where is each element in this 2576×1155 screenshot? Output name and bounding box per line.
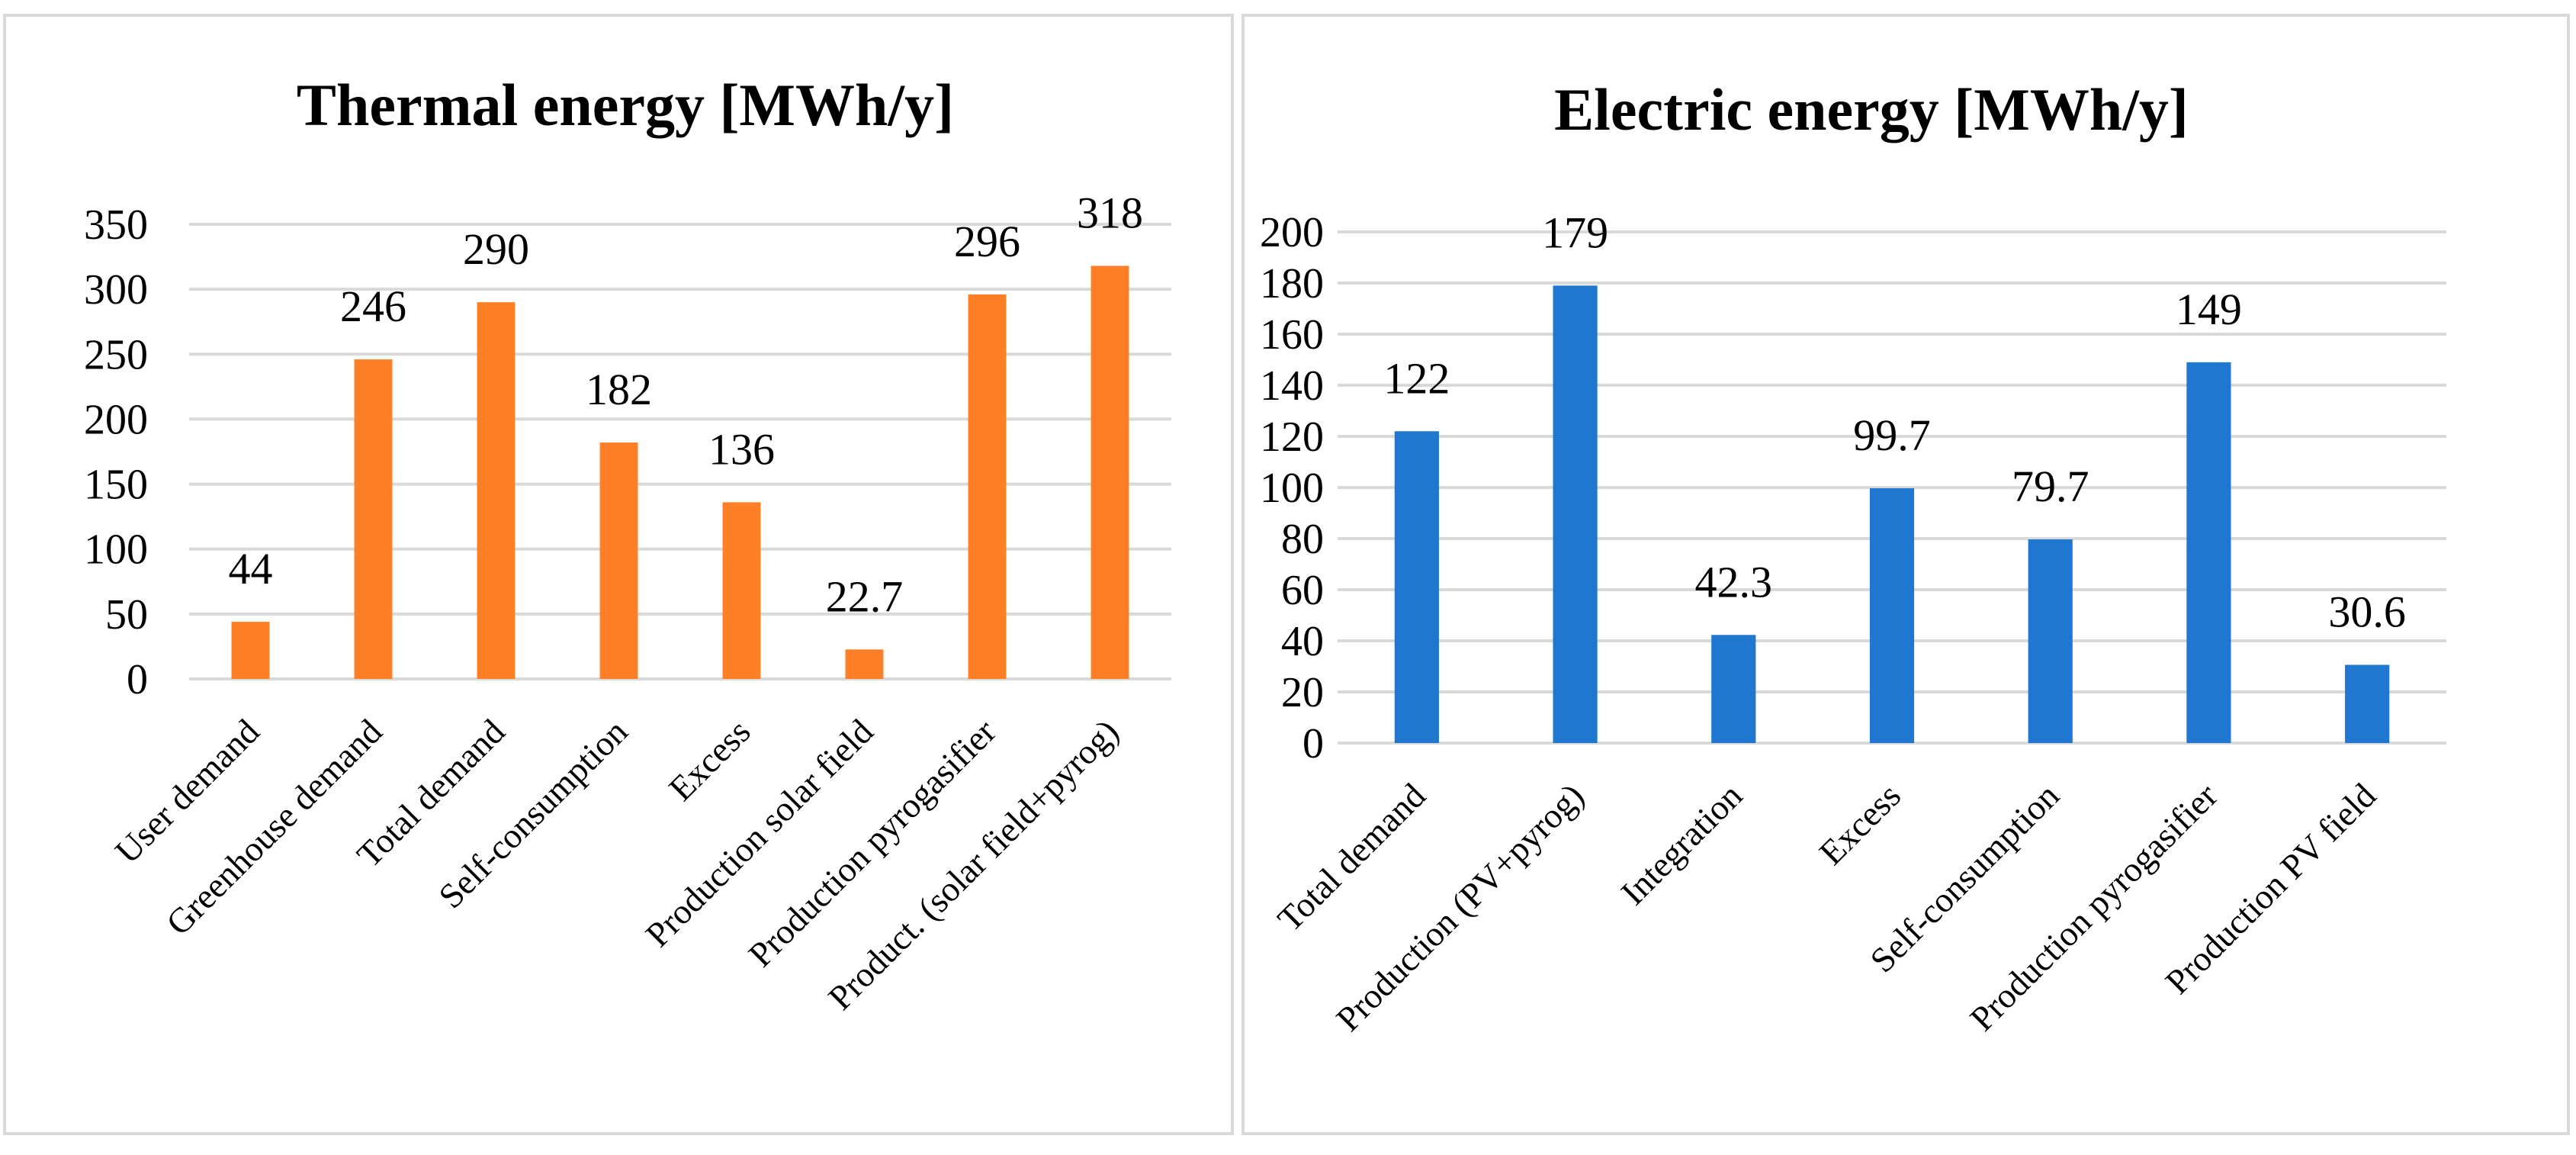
y-tick-label: 40 (1281, 618, 1324, 665)
y-tick-label: 120 (1260, 413, 1324, 461)
data-label: 122 (1383, 353, 1450, 403)
data-label: 42.3 (1695, 557, 1773, 606)
data-label: 246 (340, 282, 406, 331)
bar (1553, 285, 1598, 744)
electric-energy-chart: Electric energy [MWh/y] 0204060801001201… (1260, 76, 2446, 1038)
category-label: Total demand (1270, 776, 1433, 939)
data-label: 99.7 (1853, 410, 1931, 460)
y-tick-label: 300 (84, 266, 148, 314)
category-label: Production pyrogasifier (740, 712, 1003, 974)
bar (477, 302, 516, 679)
bar (354, 359, 393, 679)
y-tick-label: 140 (1260, 362, 1324, 410)
y-tick-label: 20 (1281, 669, 1324, 716)
bar (231, 622, 270, 679)
thermal-energy-chart: Thermal energy [MWh/y] 0 50 100 150 200 250 30… (84, 72, 1171, 1017)
bar (2186, 362, 2231, 743)
y-tick-label: 0 (127, 656, 148, 703)
bar (599, 442, 638, 679)
data-label: 318 (1077, 188, 1143, 237)
y-tick-label: 200 (1260, 209, 1324, 256)
data-label: 290 (463, 224, 529, 274)
bar (1394, 431, 1439, 743)
bar (968, 294, 1007, 679)
data-label: 182 (586, 365, 652, 414)
y-tick-label: 150 (84, 462, 148, 509)
bar (1869, 488, 1915, 743)
data-label: 22.7 (826, 571, 904, 621)
chart-title: Thermal energy [MWh/y] (297, 72, 954, 138)
thermal-chart-panel: Thermal energy [MWh/y] 0 50 100 150 200 250 30… (3, 14, 1234, 1135)
data-label: 296 (954, 217, 1020, 266)
data-label: 179 (1542, 208, 1608, 257)
data-label: 30.6 (2328, 587, 2406, 636)
y-tick-label: 0 (1302, 720, 1324, 767)
data-label: 44 (229, 544, 273, 594)
bar (2028, 539, 2073, 743)
category-label: Excess (1812, 776, 1908, 872)
bar (2345, 664, 2390, 743)
bar (722, 502, 761, 679)
category-label: Production solar field (638, 712, 881, 954)
category-label: Integration (1614, 776, 1750, 912)
y-tick-label: 100 (84, 526, 148, 574)
data-label: 149 (2176, 285, 2242, 334)
bar (1090, 265, 1129, 679)
bar (845, 649, 884, 679)
data-label: 79.7 (2012, 462, 2089, 511)
y-tick-label: 100 (1260, 465, 1324, 512)
y-tick-label: 180 (1260, 260, 1324, 307)
y-tick-label: 60 (1281, 567, 1324, 614)
y-tick-label: 80 (1281, 516, 1324, 563)
category-label: Greenhouse demand (159, 712, 390, 943)
chart-title: Electric energy [MWh/y] (1554, 76, 2189, 143)
electric-chart-panel: Electric energy [MWh/y] 0 20 40 60 80 100 120 1… (1241, 14, 2570, 1135)
y-tick-label: 350 (84, 201, 148, 249)
y-tick-label: 160 (1260, 311, 1324, 359)
y-tick-label: 250 (84, 331, 148, 378)
y-tick-label: 200 (84, 396, 148, 443)
bar (1711, 635, 1756, 743)
y-tick-label: 50 (105, 591, 148, 639)
category-label: Excess (661, 712, 757, 808)
data-label: 136 (708, 424, 775, 474)
